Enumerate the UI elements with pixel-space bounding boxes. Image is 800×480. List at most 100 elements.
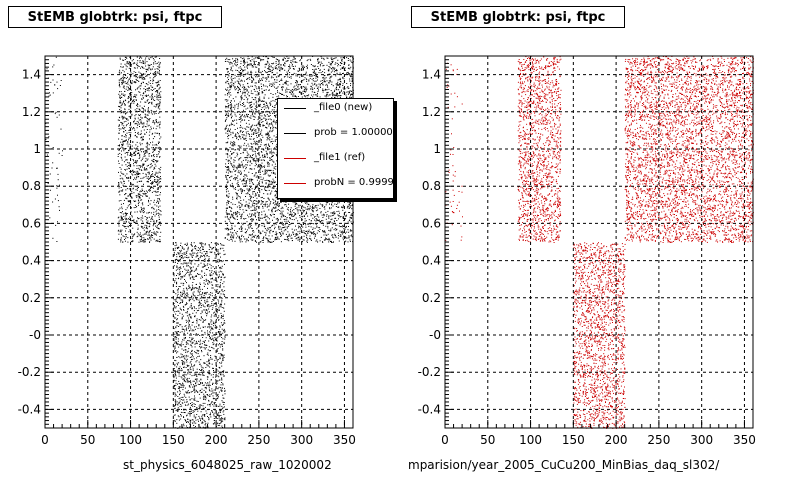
data-point bbox=[138, 119, 140, 121]
data-point bbox=[197, 252, 199, 254]
data-point bbox=[202, 370, 204, 372]
data-point bbox=[51, 167, 53, 169]
data-point bbox=[202, 374, 204, 376]
data-point bbox=[268, 175, 270, 177]
data-point bbox=[146, 181, 148, 183]
data-point bbox=[236, 206, 238, 208]
data-point bbox=[255, 61, 257, 62]
data-point bbox=[147, 158, 149, 160]
data-point bbox=[184, 262, 186, 264]
data-point bbox=[193, 380, 195, 382]
data-point bbox=[208, 306, 210, 308]
data-point bbox=[210, 329, 212, 331]
data-point bbox=[178, 419, 180, 421]
data-point bbox=[273, 188, 275, 189]
data-point bbox=[232, 58, 234, 60]
data-point bbox=[212, 395, 214, 397]
data-point bbox=[194, 364, 196, 366]
data-point bbox=[176, 244, 178, 246]
data-point bbox=[135, 160, 137, 162]
data-point bbox=[253, 133, 254, 135]
data-point bbox=[126, 57, 128, 59]
data-point bbox=[260, 83, 262, 85]
data-point bbox=[256, 143, 258, 145]
data-point bbox=[137, 153, 138, 155]
data-point bbox=[193, 295, 195, 297]
data-point bbox=[202, 414, 204, 416]
data-point bbox=[128, 96, 129, 97]
data-point bbox=[221, 361, 223, 363]
data-point bbox=[142, 66, 144, 68]
data-point bbox=[252, 202, 254, 204]
data-point bbox=[155, 190, 157, 192]
data-point bbox=[203, 295, 205, 296]
data-point bbox=[128, 200, 130, 202]
data-point bbox=[175, 371, 177, 373]
data-point bbox=[183, 356, 185, 358]
data-point bbox=[207, 304, 209, 306]
data-point bbox=[191, 419, 193, 421]
data-point bbox=[230, 102, 231, 103]
data-point bbox=[266, 170, 268, 172]
data-point bbox=[123, 203, 124, 205]
data-point bbox=[187, 380, 189, 382]
data-point bbox=[223, 281, 225, 283]
data-point bbox=[210, 265, 212, 267]
data-point bbox=[186, 414, 188, 416]
data-point bbox=[228, 200, 230, 202]
data-point bbox=[136, 136, 138, 138]
data-point bbox=[213, 423, 215, 425]
data-point bbox=[199, 290, 201, 292]
data-point bbox=[314, 65, 316, 67]
data-point bbox=[188, 385, 190, 387]
data-point bbox=[176, 332, 178, 334]
data-point bbox=[128, 61, 130, 63]
data-point bbox=[219, 304, 221, 306]
data-point bbox=[186, 303, 188, 305]
data-point bbox=[136, 187, 138, 189]
data-point bbox=[199, 404, 201, 406]
data-point bbox=[249, 135, 250, 137]
data-point bbox=[122, 82, 123, 84]
data-point bbox=[258, 62, 260, 64]
data-point bbox=[187, 369, 189, 371]
data-point bbox=[158, 151, 160, 152]
data-point bbox=[228, 239, 230, 241]
data-point bbox=[200, 347, 202, 349]
data-point bbox=[296, 233, 298, 235]
data-point bbox=[159, 156, 161, 157]
data-point bbox=[198, 258, 200, 260]
data-point bbox=[282, 207, 284, 209]
data-point bbox=[219, 287, 221, 289]
data-point bbox=[193, 388, 195, 390]
data-point bbox=[213, 343, 215, 345]
data-point bbox=[211, 274, 213, 276]
data-point bbox=[158, 112, 160, 114]
data-point bbox=[187, 373, 189, 375]
data-point bbox=[268, 76, 270, 78]
data-point bbox=[221, 337, 223, 338]
data-point bbox=[205, 397, 207, 399]
data-point bbox=[242, 103, 243, 104]
data-point bbox=[149, 225, 151, 227]
data-point bbox=[200, 389, 201, 391]
data-point bbox=[186, 288, 188, 290]
data-point bbox=[197, 356, 199, 357]
data-point bbox=[334, 67, 336, 69]
data-point bbox=[290, 209, 291, 211]
data-point bbox=[221, 333, 222, 335]
data-point bbox=[120, 141, 122, 143]
data-point bbox=[173, 370, 175, 372]
data-point bbox=[160, 178, 162, 180]
data-point bbox=[184, 275, 186, 277]
data-point bbox=[152, 132, 154, 134]
data-point bbox=[265, 147, 267, 149]
data-point bbox=[210, 305, 212, 307]
data-point bbox=[132, 159, 134, 160]
data-point bbox=[197, 260, 199, 262]
data-point bbox=[124, 81, 126, 82]
data-point bbox=[122, 116, 124, 118]
data-point bbox=[118, 138, 120, 140]
data-point bbox=[152, 151, 154, 153]
data-point bbox=[196, 357, 198, 359]
